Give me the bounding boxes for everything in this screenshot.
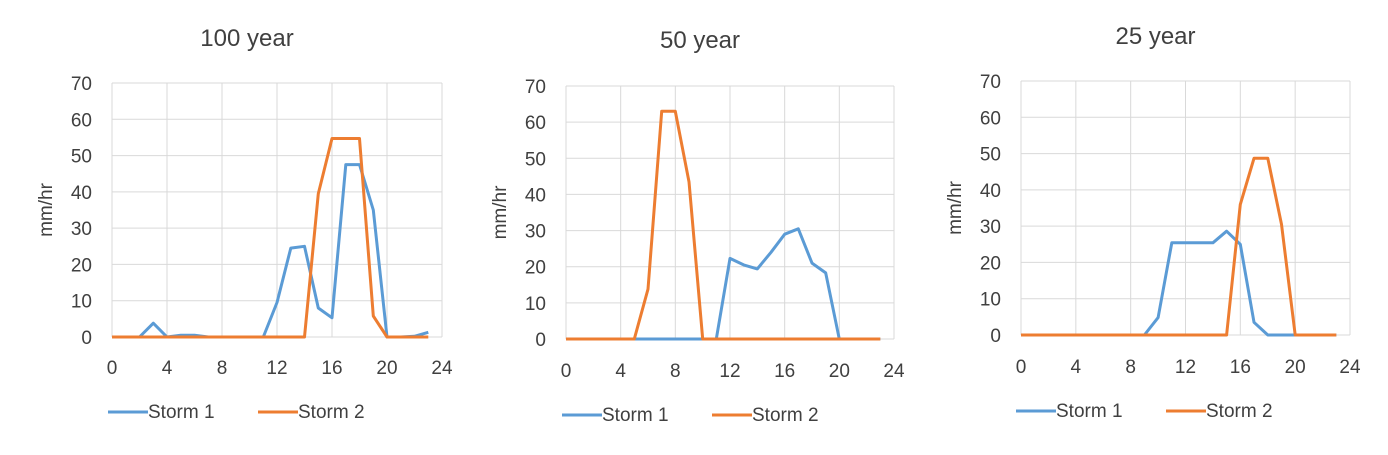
series-line-storm-2	[1021, 156, 1337, 337]
y-tick-label: 10	[71, 292, 92, 313]
y-tick-label: 70	[71, 74, 92, 95]
x-tick-label: 20	[829, 361, 850, 382]
x-tick-label: 4	[1071, 357, 1082, 378]
x-tick-label: 12	[266, 358, 287, 379]
legend: Storm 1 Storm 2	[108, 402, 365, 423]
y-tick-label: 60	[980, 108, 1001, 129]
y-tick-label: 20	[71, 255, 92, 276]
y-tick-label: 60	[71, 110, 92, 131]
x-tick-label: 20	[376, 358, 397, 379]
x-tick-label: 16	[1230, 357, 1251, 378]
legend-item-storm-1: Storm 1	[108, 402, 215, 423]
x-tick-label: 4	[162, 358, 173, 379]
y-tick-label: 40	[71, 183, 92, 204]
series-line-storm-2	[112, 137, 429, 339]
legend-label: Storm 1	[602, 405, 669, 426]
x-tick-label: 24	[883, 361, 905, 382]
legend-label: Storm 2	[1206, 401, 1273, 422]
x-tick-label: 8	[217, 358, 228, 379]
legend-item-storm-2: Storm 2	[258, 402, 365, 423]
x-tick-label: 0	[561, 361, 572, 382]
y-tick-label: 10	[525, 294, 546, 315]
chart-title: 50 year	[660, 27, 740, 54]
x-tick-label: 16	[321, 358, 342, 379]
legend-item-storm-2: Storm 2	[712, 405, 819, 426]
legend: Storm 1 Storm 2	[562, 405, 819, 426]
y-tick-label: 70	[980, 72, 1001, 93]
y-tick-label: 40	[980, 181, 1001, 202]
y-tick-label: 20	[525, 258, 546, 279]
legend-item-storm-2: Storm 2	[1166, 401, 1273, 422]
y-tick-label: 30	[71, 219, 92, 240]
legend-item-storm-1: Storm 1	[562, 405, 669, 426]
x-tick-label: 8	[670, 361, 681, 382]
y-tick-label: 0	[81, 328, 92, 349]
chart-title: 25 year	[1115, 23, 1195, 50]
y-tick-label: 20	[980, 253, 1001, 274]
y-axis-label: mm/hr	[945, 180, 966, 235]
x-tick-label: 24	[1339, 357, 1361, 378]
series-line-storm-1	[566, 227, 881, 341]
y-tick-label: 40	[525, 185, 546, 206]
y-tick-label: 10	[980, 290, 1001, 311]
legend-item-storm-1: Storm 1	[1016, 401, 1123, 422]
legend-label: Storm 1	[1056, 401, 1123, 422]
y-tick-label: 70	[525, 77, 546, 98]
x-tick-label: 16	[774, 361, 795, 382]
x-tick-label: 0	[107, 358, 118, 379]
chart-title: 100 year	[200, 25, 293, 52]
y-tick-label: 0	[990, 326, 1001, 347]
x-tick-label: 24	[431, 358, 453, 379]
x-tick-label: 8	[1125, 357, 1136, 378]
gridlines	[1020, 80, 1351, 336]
legend-label: Storm 1	[148, 402, 215, 423]
y-tick-label: 60	[525, 113, 546, 134]
legend-label: Storm 2	[298, 402, 365, 423]
y-tick-label: 50	[980, 145, 1001, 166]
x-tick-label: 0	[1016, 357, 1027, 378]
legend-label: Storm 2	[752, 405, 819, 426]
chart-2: 25 year mm/hr 0 10 20 30 40 50 60 70 0 4 8 12 16 20 24 St…	[945, 23, 1361, 422]
chart-0: 100 year mm/hr 0 10 20 30 40 50 60 70 0 4 8 12 16 20 24 S…	[36, 25, 453, 423]
y-tick-label: 30	[980, 217, 1001, 238]
gridlines	[111, 82, 443, 338]
legend: Storm 1 Storm 2	[1016, 401, 1273, 422]
y-tick-label: 50	[71, 147, 92, 168]
y-tick-label: 30	[525, 222, 546, 243]
x-tick-label: 4	[615, 361, 626, 382]
x-tick-label: 20	[1285, 357, 1306, 378]
chart-1: 50 year mm/hr 0 10 20 30 40 50 60 70 0 4 8 12 16 20 24 St…	[490, 27, 905, 426]
series-line-storm-2	[566, 109, 881, 341]
y-axis-label: mm/hr	[490, 185, 511, 240]
x-tick-label: 12	[1175, 357, 1196, 378]
y-tick-label: 0	[535, 330, 546, 351]
y-axis-label: mm/hr	[36, 182, 57, 237]
gridlines	[565, 85, 895, 340]
y-tick-label: 50	[525, 149, 546, 170]
series-line-storm-1	[112, 163, 429, 339]
x-tick-label: 12	[719, 361, 740, 382]
